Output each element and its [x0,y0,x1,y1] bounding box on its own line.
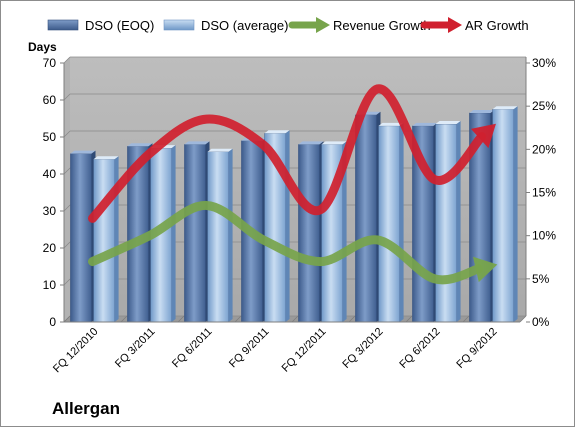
bar-top [127,143,153,147]
gridline-side [63,56,71,64]
bar-side [399,122,404,323]
bar [378,122,404,323]
plot-side-wall [64,57,70,322]
bar-top [378,122,404,126]
legend-swatch [163,19,195,31]
bar-side [285,130,290,322]
bar-front [184,144,206,323]
legend-label: DSO (EOQ) [85,18,154,33]
gridline-side [63,278,71,286]
bar-top [492,106,518,110]
y-tick-label: 0 [49,315,56,329]
bar-top [70,150,96,154]
bar-front [378,125,400,323]
y-tick-label: 70 [43,56,57,70]
bar [70,150,96,323]
bar-front [355,114,377,323]
legend-swatch [47,19,79,31]
floor-divider [462,315,470,323]
bar-side [228,148,233,322]
legend-item: DSO (EOQ) [47,18,154,33]
y-tick-label: 20 [43,241,57,255]
bar-top [298,141,324,145]
y2-tick-label: 10% [532,229,556,243]
bar-side [342,141,347,322]
floor-divider [234,315,242,323]
bar-top [435,121,461,125]
bar-front [207,151,229,323]
y2-tick-label: 15% [532,186,556,200]
bar [355,111,381,323]
y2-tick-label: 20% [532,142,556,156]
y2-tick-label: 0% [532,315,550,329]
series-line [88,84,496,223]
y2-tick-label: 30% [532,56,556,70]
chart-title: Allergan [52,399,120,418]
legend: DSO (EOQ) DSO (average) Revenue Growth AR G… [47,17,529,33]
bar-front [93,158,115,323]
y-tick-label: 50 [43,130,57,144]
bar [184,141,210,323]
floor-divider [177,315,185,323]
bar-top [184,141,210,145]
y-tick-label: 60 [43,93,57,107]
bar [298,141,324,323]
bar [207,148,233,323]
legend-swatch-arrow [316,17,330,33]
legend-label: AR Growth [465,18,529,33]
legend-item: AR Growth [420,17,529,33]
gridline-side [63,167,71,175]
y2-tick-label: 25% [532,99,556,113]
bar [150,145,176,323]
series-arrowhead [473,256,498,283]
y-tick-label: 40 [43,167,57,181]
floor-divider [120,315,128,323]
series-line-path [88,84,487,223]
floor-divider [63,315,71,323]
gridline-side [63,204,71,212]
bar-front [70,153,92,323]
bar [93,156,119,323]
bar-top [469,109,495,113]
gridline-side [63,93,71,101]
series-arrowhead [470,123,496,149]
legend-swatch-arrow [448,17,462,33]
bar-top [207,148,233,152]
bar [492,106,518,323]
series-line [88,200,498,285]
gridline-side [63,130,71,138]
y-tick-label: 30 [43,204,57,218]
y-tick-label: 10 [43,278,57,292]
y-axis-label: Days [28,40,57,54]
legend-item: Revenue Growth [288,17,431,33]
gridline-side [63,241,71,249]
bar-top [93,156,119,160]
floor-divider [348,315,356,323]
bar-side [114,156,119,322]
floor-divider [291,315,299,323]
bar [435,121,461,323]
bar-side [456,121,461,322]
legend-item: DSO (average) [163,18,288,33]
bar-side [513,106,518,322]
bar-top [412,122,438,126]
legend-label: Revenue Growth [333,18,431,33]
legend-label: DSO (average) [201,18,288,33]
y2-tick-label: 5% [532,272,550,286]
floor-divider [519,315,527,323]
bar-front [492,109,514,323]
bar-top [264,130,290,134]
series-line-path [88,200,484,285]
bar-front [298,144,320,323]
bar-front [435,123,457,323]
floor-divider [405,315,413,323]
bar-side [171,145,176,322]
bar-top [321,141,347,145]
